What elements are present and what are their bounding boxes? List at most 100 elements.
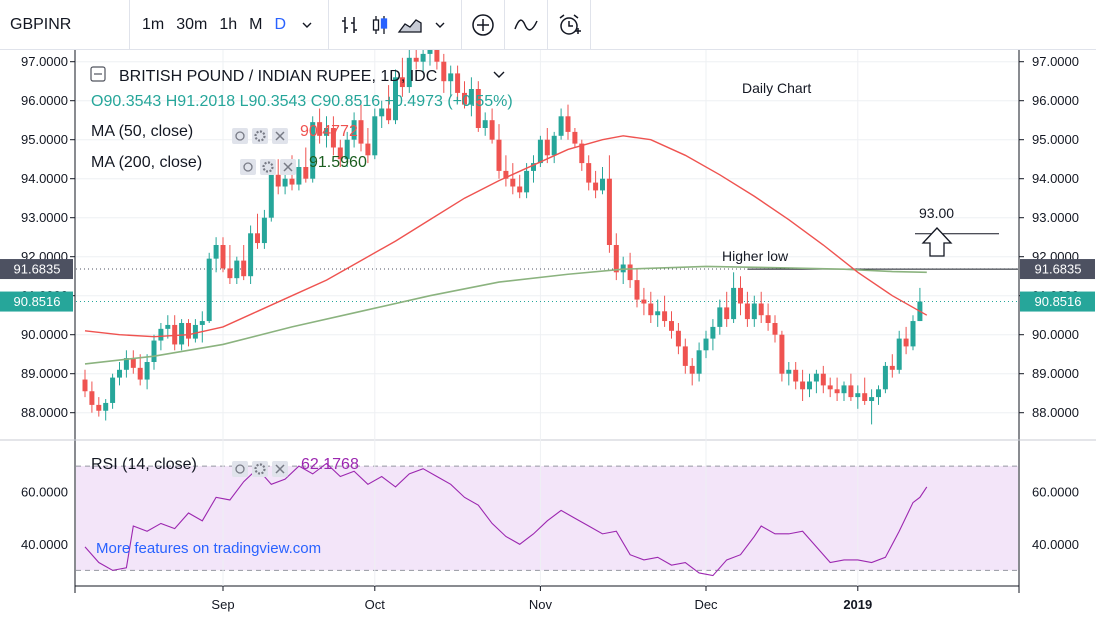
candle [268,167,274,222]
candle [600,167,605,195]
candle-body [199,321,205,325]
chevron-down-icon[interactable] [425,10,455,40]
candle [786,362,792,386]
candle [648,291,654,323]
candle-body [255,233,260,244]
candle [551,131,557,164]
candle-body [103,402,109,411]
candle [372,108,378,160]
candle-body [751,303,757,320]
gear-icon[interactable] [252,128,268,144]
candle [310,116,316,183]
candle [813,369,819,394]
candle [227,245,233,284]
candles-icon[interactable] [365,10,395,40]
candle-body [593,182,599,191]
candle-body [330,128,336,148]
chevron-down-icon[interactable] [292,10,322,40]
candle [565,104,571,140]
candle [910,315,916,351]
candle [696,342,702,382]
candle-body [448,73,454,82]
candle-body [579,143,585,164]
rsi-band [76,466,1018,571]
price-tick-label-right: 95.0000 [1032,132,1079,147]
candle-body [117,369,122,378]
candle-body [137,367,143,380]
candle [317,108,323,144]
interval-30m[interactable]: 30m [176,15,208,33]
candle [544,128,550,164]
candle [855,385,861,409]
candle [482,112,488,136]
gear-icon[interactable] [260,159,276,175]
interval-group: 1m 30m 1h M D [130,0,330,50]
candle-body [158,328,164,341]
candle-body [358,120,364,144]
candle [820,365,826,394]
candle-body [813,373,819,382]
candle [220,237,226,273]
candle [882,362,888,394]
candle-body [896,338,902,370]
legend-title: BRITISH POUND / INDIAN RUPEE, 1D, IDC [119,68,437,85]
candle-body [703,338,709,351]
svg-text:91.6835: 91.6835 [14,262,61,277]
collapse-legend-icon[interactable] [90,66,106,82]
candle-body [123,358,129,370]
price-tick-label-left: 90.0000 [21,327,68,342]
candle-body [710,326,716,339]
area-chart-icon[interactable] [395,10,425,40]
eye-icon[interactable] [232,128,248,144]
candle-body [586,163,592,183]
candle [779,330,785,382]
rsi-tick-label-right: 60.0000 [1032,485,1079,500]
candle-body [903,338,909,347]
chevron-down-icon[interactable] [493,71,505,78]
candle-body [241,260,247,277]
candle-body [337,147,343,160]
price-tick-label-right: 97.0000 [1032,54,1079,69]
eye-icon[interactable] [232,461,248,477]
candle [393,69,398,125]
compare-group [462,0,506,50]
compare-plus-icon[interactable] [468,10,498,40]
candle [103,399,109,421]
candle-body [296,167,302,185]
candle-body [772,323,778,335]
tradingview-watermark[interactable]: More features on tradingview.com [96,540,321,557]
candle [296,159,302,191]
bars-icon[interactable] [335,10,365,40]
candle-body [462,92,467,105]
ma50-line [84,135,928,338]
interval-1m[interactable]: 1m [142,15,165,33]
candle [889,354,895,378]
symbol-name: GBPINR [10,15,72,33]
candle [510,163,516,195]
interval-month[interactable]: M [249,15,263,33]
price-tick-label-left: 95.0000 [21,132,68,147]
price-tick-label-right: 94.0000 [1032,171,1079,186]
candle [462,81,467,109]
gear-icon[interactable] [252,461,268,477]
interval-day[interactable]: D [274,15,287,33]
interval-1h[interactable]: 1h [219,15,238,33]
candle [489,108,495,144]
symbol-search[interactable]: GBPINR [0,0,130,50]
candle [344,131,350,167]
candle [165,315,171,339]
rsi-line [84,462,928,577]
candle [669,311,674,339]
indicators-icon[interactable] [511,10,541,40]
eye-icon[interactable] [240,159,256,175]
candle-body [696,350,702,374]
candle-body [820,373,826,386]
candle [399,57,405,97]
price-chart[interactable]: Sep Oct Nov Dec 2019 88.0000 88.0000 89.0000 89… [0,50,1096,621]
candle-body [96,404,102,411]
chart-type-group [329,0,463,50]
candle-body [310,122,316,179]
alarm-clock-icon[interactable] [554,10,584,40]
candle-body [179,323,185,345]
candle-body [869,397,875,401]
